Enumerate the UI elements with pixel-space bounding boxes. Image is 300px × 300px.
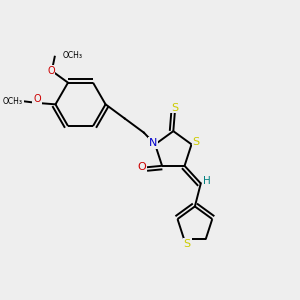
Text: S: S	[171, 103, 178, 112]
Text: S: S	[184, 239, 191, 249]
Text: S: S	[193, 137, 200, 147]
Text: O: O	[47, 66, 55, 76]
Text: H: H	[203, 176, 211, 186]
Text: OCH₃: OCH₃	[62, 51, 82, 60]
Text: O: O	[138, 162, 146, 172]
Text: O: O	[33, 94, 41, 104]
Text: N: N	[148, 138, 157, 148]
Text: OCH₃: OCH₃	[3, 97, 23, 106]
